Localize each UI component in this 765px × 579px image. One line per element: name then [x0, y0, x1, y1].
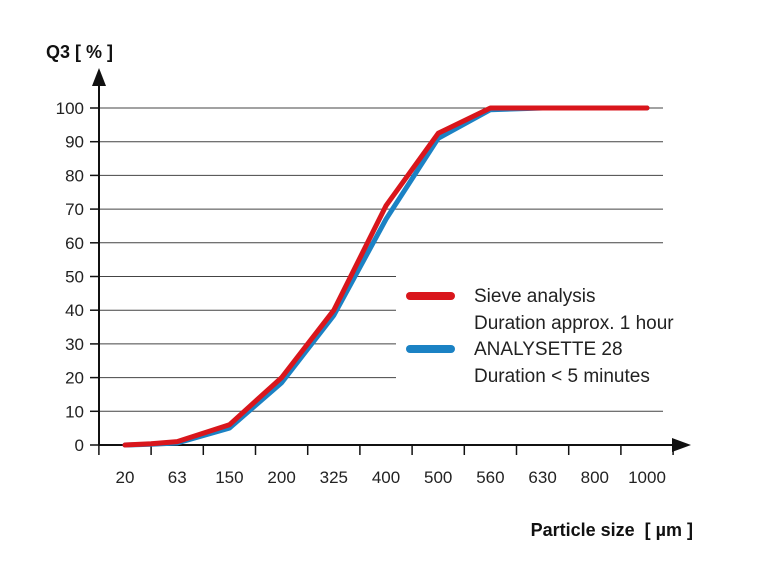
y-tick-label: 0: [75, 436, 84, 455]
y-tick-label: 20: [65, 369, 84, 388]
y-tick-label: 70: [65, 200, 84, 219]
legend-sublabel: Duration approx. 1 hour: [474, 313, 674, 334]
x-tick-label: 63: [168, 468, 187, 487]
y-tick-label: 60: [65, 234, 84, 253]
y-tick-label: 40: [65, 301, 84, 320]
y-tick-label: 100: [56, 99, 84, 118]
x-tick-labels: 20 63 150 200 325 400 500 560 630 800 1000: [98, 445, 674, 487]
y-tick-labels: 0 10 20 30 40 50 60 70 80 90 100: [56, 99, 99, 455]
y-tick-label: 30: [65, 335, 84, 354]
legend: Sieve analysis Duration approx. 1 hour ANA…: [406, 286, 674, 387]
x-tick-label: 1000: [628, 468, 666, 487]
x-tick-label: 400: [372, 468, 400, 487]
y-tick-label: 50: [65, 268, 84, 287]
x-axis-title: Particle size [ µm ]: [531, 520, 693, 540]
y-tick-label: 80: [65, 166, 84, 185]
y-axis-title: Q3 [ % ]: [46, 42, 113, 62]
x-tick-label: 200: [267, 468, 295, 487]
x-tick-label: 150: [215, 468, 243, 487]
series: [122, 105, 650, 448]
x-tick-label: 325: [320, 468, 348, 487]
x-tick-label: 800: [581, 468, 609, 487]
x-axis-arrow-icon: [672, 438, 691, 452]
y-tick-label: 10: [65, 402, 84, 421]
legend-label: ANALYSETTE 28: [474, 339, 623, 360]
x-tick-label: 630: [528, 468, 556, 487]
x-tick-label: 20: [116, 468, 135, 487]
legend-sublabel: Duration < 5 minutes: [474, 366, 650, 387]
legend-label: Sieve analysis: [474, 286, 595, 307]
series-line-sieve-analysis: [122, 105, 650, 448]
y-axis-arrow-icon: [92, 68, 106, 86]
x-tick-label: 500: [424, 468, 452, 487]
x-tick-label: 560: [476, 468, 504, 487]
y-tick-label: 90: [65, 133, 84, 152]
axes: [92, 68, 691, 452]
